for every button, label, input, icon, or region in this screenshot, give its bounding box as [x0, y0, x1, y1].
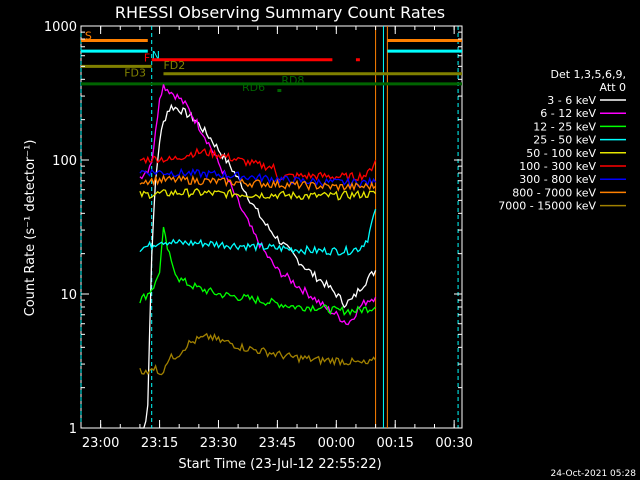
flag-label: RD8: [281, 74, 304, 87]
x-tick-label: 23:45: [259, 436, 296, 451]
flag-label: RD6: [242, 81, 265, 94]
plot-area: S NF FD2 FD3 RD6 RD8 23:00 23:15 23:30 23:45 00:0…: [44, 20, 473, 451]
plot-frame: [80, 25, 463, 429]
flag-label: S: [85, 29, 92, 42]
legend-header-line-2: Att 0: [600, 81, 626, 94]
y-tick-label: 100: [52, 154, 77, 169]
flag-bars: S NF FD2 FD3 RD6 RD8: [81, 29, 462, 94]
series-line: [139, 147, 377, 183]
x-tick-label: 00:00: [318, 436, 355, 451]
legend-entry-label: 7000 - 15000 keV: [498, 200, 596, 213]
series-line: [139, 226, 377, 316]
series-line: [139, 84, 377, 326]
x-tick-label: 23:30: [200, 436, 237, 451]
legend-entry-label: 25 - 50 keV: [533, 134, 596, 147]
y-tick-label: 1: [69, 422, 77, 437]
x-tick-label: 00:15: [376, 436, 413, 451]
x-axis-label: Start Time (23-Jul-12 22:55:22): [178, 457, 381, 472]
series-line: [139, 174, 377, 192]
legend-entry-label: 12 - 25 keV: [533, 120, 596, 133]
legend-header-line-1: Det 1,3,5,6,9,: [550, 68, 626, 81]
flag-label: N: [152, 49, 160, 62]
series-lines: [139, 84, 377, 429]
timestamp: 24-Oct-2021 05:28: [551, 469, 637, 479]
flag-label: F: [144, 52, 150, 65]
legend-entry-label: 6 - 12 keV: [540, 107, 596, 120]
series-line: [139, 103, 377, 429]
y-axis-label: Count Rate (s⁻¹ detector⁻¹): [23, 140, 38, 317]
flag-label: FD2: [163, 59, 185, 72]
legend-entry-label: 50 - 100 keV: [526, 147, 596, 160]
legend-entry-label: 300 - 800 keV: [519, 173, 596, 186]
legend-entry-label: 3 - 6 keV: [547, 94, 596, 107]
x-tick-label: 23:15: [141, 436, 178, 451]
chart-title: RHESSI Observing Summary Count Rates: [115, 3, 445, 22]
series-line: [139, 187, 377, 201]
legend-entry-label: 100 - 300 keV: [519, 160, 596, 173]
x-tick-label: 23:00: [82, 436, 119, 451]
y-tick-label: 1000: [44, 20, 77, 35]
x-tick-label: 00:30: [435, 436, 472, 451]
y-tick-label: 10: [60, 288, 77, 303]
series-line: [139, 332, 377, 376]
series-line: [139, 208, 377, 256]
series-line: [139, 167, 377, 189]
flag-label: FD3: [124, 66, 146, 79]
axis-ticks: 23:00 23:15 23:30 23:45 00:00 00:15 00:30 1 10 10…: [44, 20, 473, 451]
vertical-markers: [80, 26, 459, 428]
legend-entry-label: 800 - 7000 keV: [512, 186, 596, 199]
